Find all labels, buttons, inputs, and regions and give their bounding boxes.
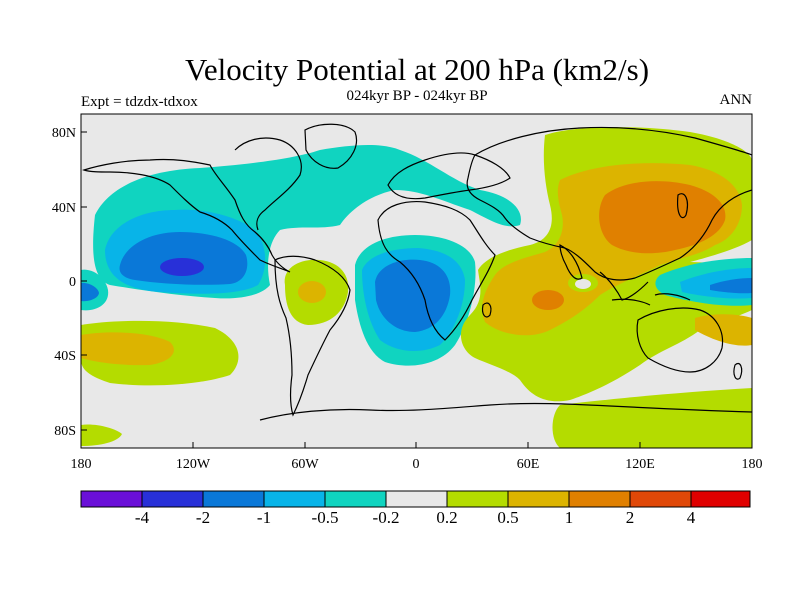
colorbar-swatch (324, 490, 387, 508)
latitude-labels: 80N 40N 0 40S 80S (52, 126, 76, 439)
lat-label: 80S (54, 424, 76, 439)
lon-label: 60E (517, 457, 540, 472)
coastline-southeast-asia (599, 271, 649, 301)
colorbar-swatch (568, 490, 631, 508)
lat-label: 0 (69, 275, 76, 290)
experiment-label: Expt = tdzdx-tdxox (81, 94, 198, 110)
coastline-australia (636, 307, 724, 373)
lat-label: 40S (54, 349, 76, 364)
lon-label: 120E (625, 457, 655, 472)
colorbar-swatch (446, 490, 509, 508)
colorbar-label: -2 (195, 508, 211, 527)
coastline-new-zealand (733, 362, 743, 380)
season-label: ANN (719, 92, 753, 108)
lon-label: 180 (742, 457, 763, 472)
colorbar-swatch (263, 490, 326, 508)
map-title: Velocity Potential at 200 hPa (km2/s) (184, 52, 650, 87)
lat-label: 40N (52, 201, 76, 216)
colorbar-swatch (690, 490, 751, 508)
yellow-region-south-band (552, 388, 752, 448)
colorbar-label: 0.5 (497, 508, 519, 527)
contour-field (81, 114, 752, 448)
longitude-labels: 180 120W 60W 0 60E 120E 180 (71, 457, 763, 472)
lon-label: 180 (71, 457, 92, 472)
colorbar-label: -0.2 (372, 508, 400, 527)
lon-label: 120W (176, 457, 211, 472)
colorbar-label: 0.2 (436, 508, 458, 527)
coastline-antarctica (259, 402, 752, 421)
white-hole-indian-ocean (575, 279, 591, 289)
coastline-greenland (304, 123, 358, 169)
dark-orange-region-asia (599, 181, 726, 254)
colorbar-label: -4 (134, 508, 150, 527)
coastline-madagascar (481, 302, 492, 318)
colorbar (80, 490, 751, 508)
blue-region-dateline (81, 282, 99, 302)
colorbar-swatch (629, 490, 692, 508)
colorbar-swatch (80, 490, 143, 508)
lon-label: 60W (291, 457, 319, 472)
coastline-north-america (82, 158, 291, 273)
deep-blue-core-pacific (160, 258, 204, 276)
orange-region-south-pacific (81, 332, 174, 366)
lon-label: 0 (413, 457, 420, 472)
dark-orange-region-africa (532, 290, 564, 310)
yellow-region-southwest-corner (81, 424, 122, 446)
colorbar-swatch (507, 490, 570, 508)
orange-region-west-pacific (695, 314, 752, 346)
colorbar-label: -1 (256, 508, 272, 527)
coastline-north-america-east (234, 137, 302, 231)
dark-blue-region-west-pacific (710, 278, 752, 294)
coastline-india (559, 244, 583, 280)
orange-region-south-america (298, 281, 326, 303)
lat-label: 80N (52, 126, 76, 141)
colorbar-swatch (141, 490, 204, 508)
coastline-japan (677, 193, 689, 219)
map-subtitle: 024kyr BP - 024kyr BP (346, 88, 488, 104)
coastlines (82, 123, 752, 421)
coastline-south-america (274, 255, 351, 417)
dark-blue-region-atlantic (375, 259, 451, 332)
colorbar-label: 2 (625, 508, 635, 527)
colorbar-swatch (385, 490, 448, 508)
coastline-asia (466, 126, 752, 281)
coastline-africa (377, 200, 496, 341)
colorbar-swatch (202, 490, 265, 508)
colorbar-label: -0.5 (311, 508, 339, 527)
axis-ticks (80, 131, 753, 448)
coastline-indonesia (611, 293, 691, 306)
coastline-europe (387, 152, 511, 200)
colorbar-label: 4 (686, 508, 696, 527)
colorbar-label: 1 (564, 508, 574, 527)
